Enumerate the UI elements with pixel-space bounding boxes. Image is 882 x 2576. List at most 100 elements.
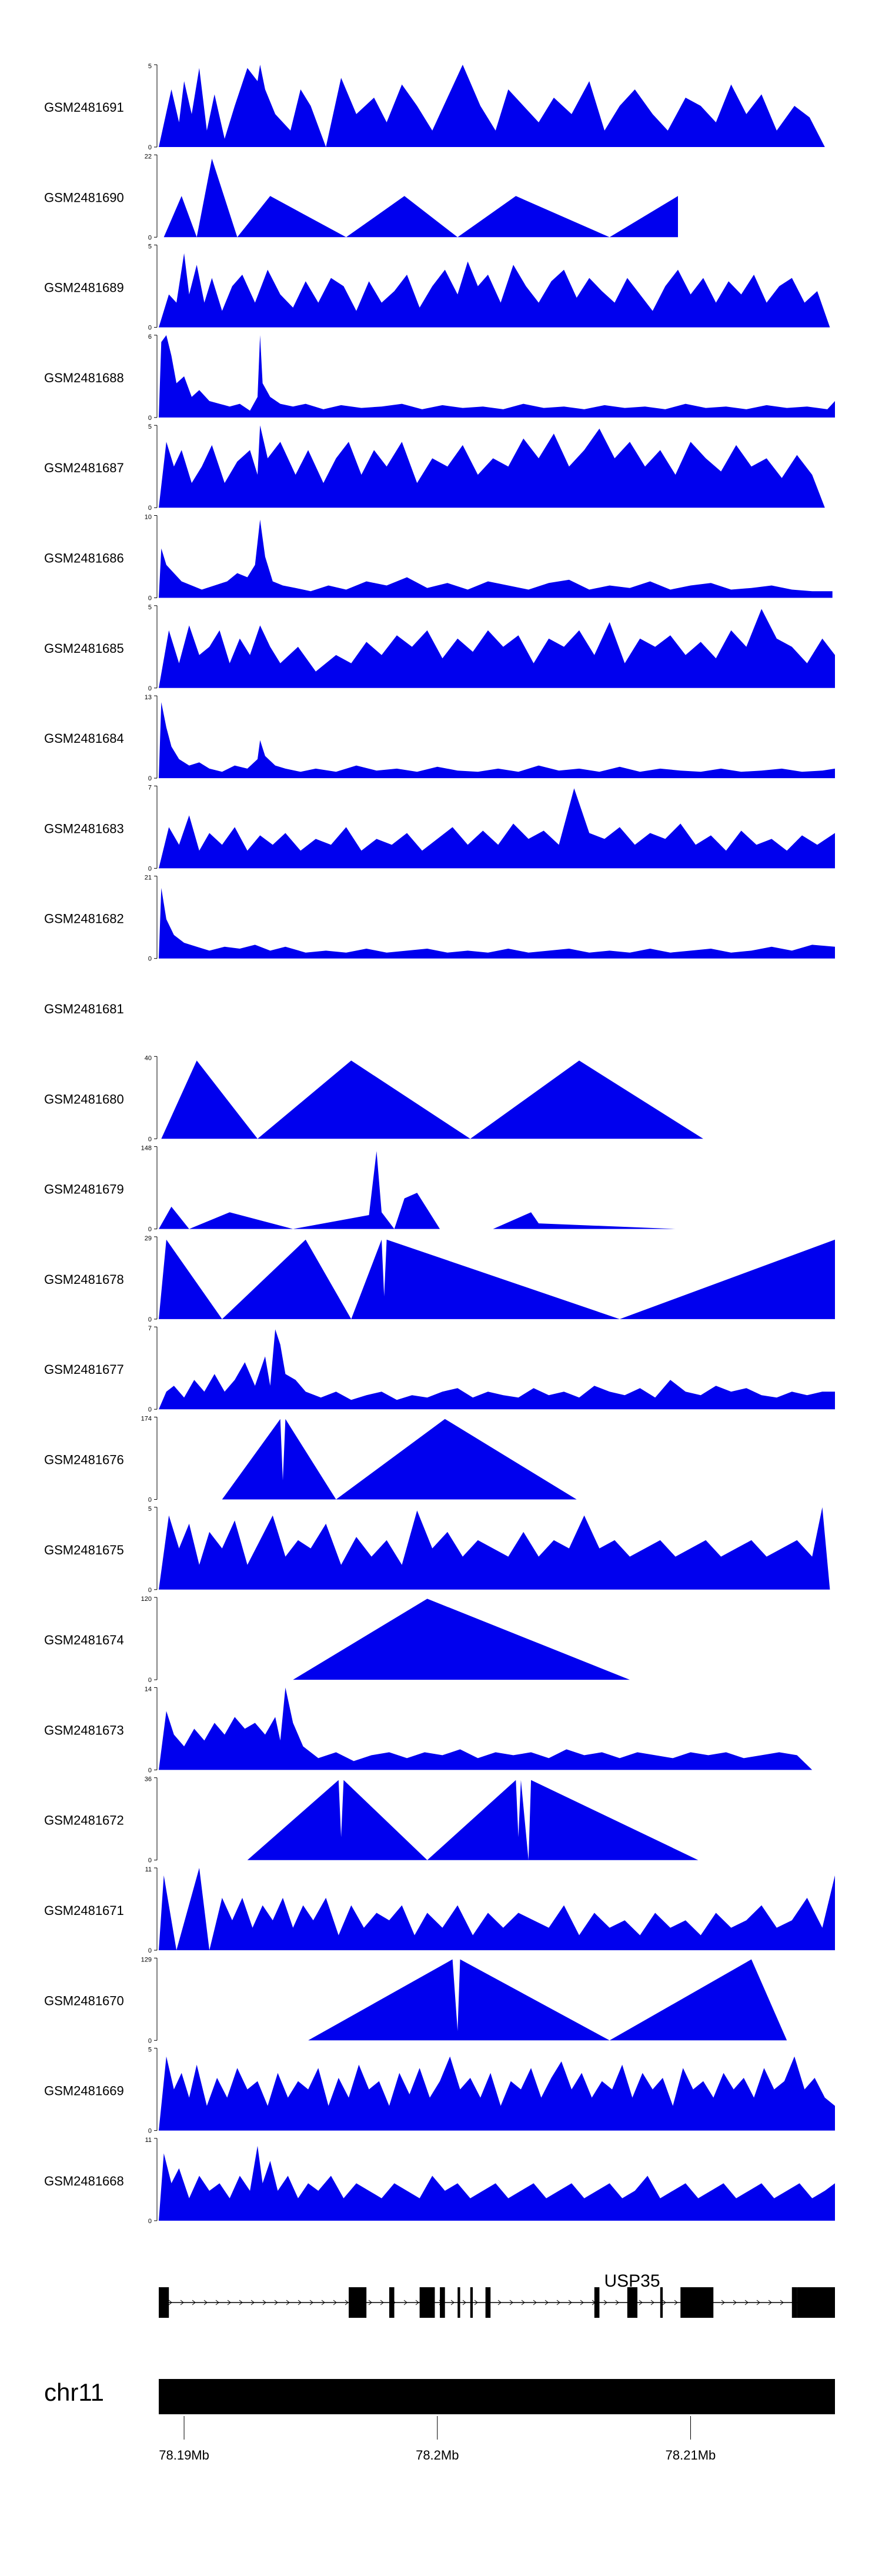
y-max-label: 5 <box>148 63 152 70</box>
strand-arrow <box>521 2300 525 2305</box>
strand-arrow <box>192 2300 196 2305</box>
strand-arrow <box>462 2300 466 2305</box>
coverage-area <box>293 1599 630 1680</box>
coverage-area <box>159 702 835 779</box>
coverage-area <box>159 253 830 328</box>
strand-arrow <box>239 2300 243 2305</box>
y-zero-label: 0 <box>148 1406 152 1413</box>
track-label: GSM2481675 <box>44 1543 124 1557</box>
strand-arrow <box>180 2300 184 2305</box>
y-zero-label: 0 <box>148 1857 152 1864</box>
track-label: GSM2481690 <box>44 190 124 205</box>
coverage-area <box>159 1868 835 1950</box>
track-label: GSM2481680 <box>44 1092 124 1106</box>
y-zero-label: 0 <box>148 2128 152 2135</box>
y-zero-label: 0 <box>148 1136 152 1143</box>
coverage-area <box>159 335 835 418</box>
chromosome-bar <box>159 2379 835 2414</box>
y-zero-label: 0 <box>148 144 152 151</box>
strand-arrow <box>168 2300 172 2305</box>
coverage-area <box>308 1959 787 2041</box>
track-GSM2481682: GSM2481682 21 0 <box>44 875 835 963</box>
y-max-label: 11 <box>145 1866 152 1873</box>
track-GSM2481676: GSM2481676 174 0 <box>44 1416 577 1504</box>
utr-end <box>797 2295 835 2310</box>
track-GSM2481680: GSM2481680 40 0 <box>44 1055 703 1143</box>
y-zero-label: 0 <box>148 2037 152 2044</box>
coverage-area <box>159 1687 813 1770</box>
y-max-label: 5 <box>148 1506 152 1513</box>
track-label: GSM2481672 <box>44 1813 124 1828</box>
track-GSM2481671: GSM2481671 11 0 <box>44 1866 835 1954</box>
track-GSM2481689: GSM2481689 5 0 <box>44 243 830 332</box>
exon <box>594 2287 600 2318</box>
y-max-label: 29 <box>145 1235 152 1242</box>
y-zero-label: 0 <box>148 595 152 602</box>
track-GSM2481681: GSM2481681 <box>44 1002 124 1016</box>
track-GSM2481675: GSM2481675 5 0 <box>44 1506 830 1594</box>
strand-arrow <box>333 2300 337 2305</box>
chromosome-track: chr11 <box>44 2378 835 2414</box>
strand-arrow <box>662 2300 666 2305</box>
y-zero-label: 0 <box>148 325 152 332</box>
exon <box>457 2287 460 2318</box>
track-label: GSM2481668 <box>44 2174 124 2188</box>
strand-arrow <box>474 2300 478 2305</box>
y-zero-label: 0 <box>148 1587 152 1594</box>
utr-start <box>159 2295 167 2310</box>
strand-arrow <box>533 2300 537 2305</box>
y-zero-label: 0 <box>148 1767 152 1774</box>
y-max-label: 5 <box>148 423 152 431</box>
exon <box>627 2287 638 2318</box>
track-label: GSM2481688 <box>44 371 124 385</box>
exon <box>791 2287 797 2318</box>
coverage-area <box>159 609 835 688</box>
y-max-label: 5 <box>148 604 152 611</box>
y-max-label: 7 <box>148 1325 152 1332</box>
strand-arrow <box>298 2300 302 2305</box>
track-label: GSM2481677 <box>44 1362 124 1377</box>
track-label: GSM2481681 <box>44 1002 124 1016</box>
y-zero-label: 0 <box>148 505 152 512</box>
strand-arrow <box>227 2300 231 2305</box>
track-GSM2481677: GSM2481677 7 0 <box>44 1325 835 1413</box>
y-max-label: 5 <box>148 2047 152 2054</box>
coverage-tracks: GSM248169150GSM2481690220GSM248168950GSM… <box>44 63 835 2225</box>
strand-arrow <box>615 2300 619 2305</box>
track-GSM2481685: GSM2481685 5 0 <box>44 604 835 692</box>
y-zero-label: 0 <box>148 685 152 692</box>
track-label: GSM2481689 <box>44 281 124 295</box>
strand-arrow <box>368 2300 372 2305</box>
y-zero-label: 0 <box>148 1316 152 1323</box>
strand-arrow <box>215 2300 219 2305</box>
strand-arrow <box>415 2300 419 2305</box>
coverage-area <box>159 519 833 598</box>
track-GSM2481678: GSM2481678 29 0 <box>44 1235 835 1323</box>
x-tick-label: 78.19Mb <box>159 2448 209 2462</box>
y-zero-label: 0 <box>148 1497 152 1504</box>
coverage-area <box>159 2145 835 2221</box>
track-label: GSM2481676 <box>44 1453 124 1467</box>
y-max-label: 129 <box>141 1956 152 1963</box>
y-max-label: 174 <box>141 1416 152 1423</box>
track-GSM2481668: GSM2481668 11 0 <box>44 2137 835 2225</box>
y-max-label: 13 <box>145 694 152 701</box>
strand-arrow <box>509 2300 513 2305</box>
strand-arrow <box>556 2300 560 2305</box>
track-label: GSM2481683 <box>44 821 124 836</box>
y-zero-label: 0 <box>148 956 152 963</box>
track-label: GSM2481679 <box>44 1182 124 1197</box>
x-tick-label: 78.2Mb <box>416 2448 459 2462</box>
strand-arrow <box>309 2300 313 2305</box>
y-max-label: 21 <box>145 875 152 882</box>
track-label: GSM2481686 <box>44 551 124 566</box>
track-label: GSM2481682 <box>44 912 124 926</box>
strand-arrow <box>639 2300 643 2305</box>
y-max-label: 11 <box>145 2137 152 2144</box>
coverage-area <box>159 1329 835 1410</box>
track-GSM2481688: GSM2481688 6 0 <box>44 333 835 422</box>
strand-arrow <box>274 2300 278 2305</box>
y-max-label: 36 <box>145 1776 152 1783</box>
track-label: GSM2481687 <box>44 461 124 475</box>
y-zero-label: 0 <box>148 1226 152 1233</box>
